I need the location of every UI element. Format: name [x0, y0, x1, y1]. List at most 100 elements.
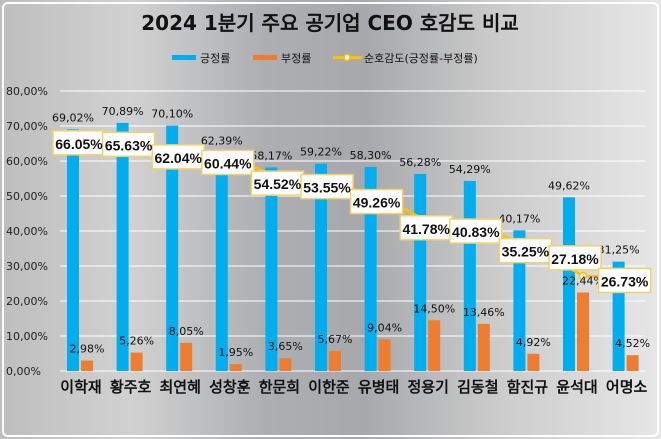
- label-net-box: [597, 267, 652, 294]
- y-tick-label: 50,00%: [6, 190, 48, 203]
- bar-negative: [130, 352, 143, 371]
- label-net: 26.73%: [601, 273, 649, 289]
- bar-negative: [428, 320, 441, 371]
- label-positive: 69,02%: [52, 111, 94, 124]
- legend-label-negative: 부정률: [281, 52, 311, 65]
- label-negative: 13,46%: [463, 306, 505, 319]
- label-negative: 3,65%: [268, 340, 303, 353]
- bar-positive: [215, 152, 228, 371]
- bar-negative: [378, 339, 391, 371]
- label-net: 40.83%: [452, 224, 500, 240]
- label-net-box: [52, 130, 106, 156]
- y-tick-label: 0,00%: [6, 365, 41, 378]
- bar-negative: [626, 355, 639, 371]
- x-tick-label: 김동철: [457, 378, 498, 396]
- label-net-box: [300, 173, 354, 200]
- y-tick-label: 30,00%: [6, 260, 48, 273]
- label-net-box: [548, 245, 602, 271]
- bar-negative: [577, 292, 589, 371]
- label-negative: 1,95%: [218, 346, 253, 359]
- legend-label-positive: 긍정률: [200, 52, 230, 65]
- label-negative: 22,44%: [562, 274, 604, 287]
- x-tick-label: 어명소: [606, 378, 648, 396]
- label-positive: 49,62%: [548, 179, 590, 192]
- legend-marker-net: [343, 53, 351, 62]
- x-tick-label: 성창훈: [209, 378, 251, 396]
- bar-positive: [67, 129, 79, 371]
- y-tick-label: 20,00%: [6, 295, 48, 308]
- label-net: 62.04%: [154, 150, 202, 166]
- net-label-texts: 66.05% 65.63%62.04% 60.44%54.52% 53.55%49.2…: [55, 136, 649, 290]
- label-net: 66.05%: [55, 136, 103, 152]
- label-negative: 5,26%: [119, 335, 154, 348]
- label-positive: 40,17%: [498, 212, 540, 225]
- label-positive: 31,25%: [598, 244, 640, 257]
- label-net: 49.26%: [353, 195, 401, 211]
- bar-negative: [279, 358, 292, 371]
- y-tick-label: 60,00%: [6, 155, 48, 168]
- label-positive: 70,89%: [102, 105, 144, 118]
- legend-swatch-positive: [172, 55, 196, 60]
- bar-negative: [229, 364, 242, 371]
- bar-positive: [463, 180, 476, 371]
- data-labels: 69,02% 2,98% 이학재 70,89% 5,26% 황주호 70,10% 8,05% 최…: [52, 105, 650, 396]
- y-tick-label: 80,00%: [6, 85, 48, 98]
- label-positive: 70,10%: [151, 108, 193, 121]
- label-negative: 4,92%: [516, 336, 551, 349]
- label-net: 65.63%: [105, 137, 153, 153]
- bar-negative: [180, 342, 193, 371]
- legend-label-net: 순호감도(긍정률-부정률): [364, 52, 478, 65]
- x-tick-label: 황주호: [110, 378, 152, 396]
- label-net: 53.55%: [303, 180, 351, 196]
- bar-negative: [81, 360, 93, 371]
- bar-negative: [527, 353, 540, 371]
- y-tick-label: 10,00%: [6, 330, 48, 343]
- label-negative: 2,98%: [70, 343, 105, 356]
- x-tick-label: 이학재: [60, 378, 101, 396]
- label-net: 54.52%: [254, 176, 302, 192]
- bar-positive: [414, 174, 427, 371]
- label-positive: 59,22%: [300, 146, 342, 159]
- label-net: 35.25%: [502, 244, 550, 260]
- label-net-box: [101, 131, 156, 158]
- label-negative: 8,05%: [169, 325, 204, 338]
- y-tick-label: 40,00%: [6, 225, 48, 238]
- x-tick-label: 이한준: [308, 378, 350, 396]
- label-positive: 54,29%: [449, 163, 491, 176]
- y-tick-label: 70,00%: [6, 120, 48, 133]
- x-tick-label: 유병태: [358, 378, 399, 396]
- bar-negative: [329, 351, 341, 371]
- legend-swatch-negative: [253, 55, 277, 60]
- bar-positive: [265, 167, 278, 371]
- x-tick-label: 한문희: [259, 378, 300, 396]
- gridlines: 0,00% 10,00% 20,00% 30,00% 40,00% 50,00% 60,00…: [6, 85, 645, 378]
- label-negative: 5,67%: [318, 333, 353, 346]
- bar-positive: [513, 230, 526, 371]
- net-label-boxes: [52, 130, 652, 294]
- bar-positive: [166, 125, 179, 372]
- x-tick-label: 함진규: [507, 378, 549, 396]
- label-net: 41.78%: [402, 221, 450, 237]
- x-tick-label: 정용기: [407, 378, 448, 396]
- label-negative: 4,52%: [615, 337, 650, 350]
- bar-positive: [315, 163, 327, 371]
- label-positive: 58,17%: [250, 149, 292, 162]
- x-tick-label: 윤석대: [556, 378, 597, 396]
- label-net-box: [151, 144, 205, 170]
- label-net: 27.18%: [551, 251, 599, 267]
- label-positive: 56,28%: [399, 156, 441, 169]
- label-net-box: [201, 149, 255, 176]
- legend: 긍정률 부정률 순호감도(긍정률-부정률): [172, 52, 478, 65]
- label-positive: 58,30%: [350, 149, 392, 162]
- label-net: 60.44%: [204, 155, 252, 171]
- label-positive: 62,39%: [201, 135, 243, 148]
- chart-title: 2024 1분기 주요 공기업 CEO 호감도 비교: [141, 11, 519, 35]
- net-point: [578, 271, 588, 281]
- label-negative: 9,04%: [367, 321, 402, 334]
- bar-positive: [364, 166, 377, 371]
- label-net-box: [349, 188, 404, 215]
- label-net-box: [449, 218, 503, 244]
